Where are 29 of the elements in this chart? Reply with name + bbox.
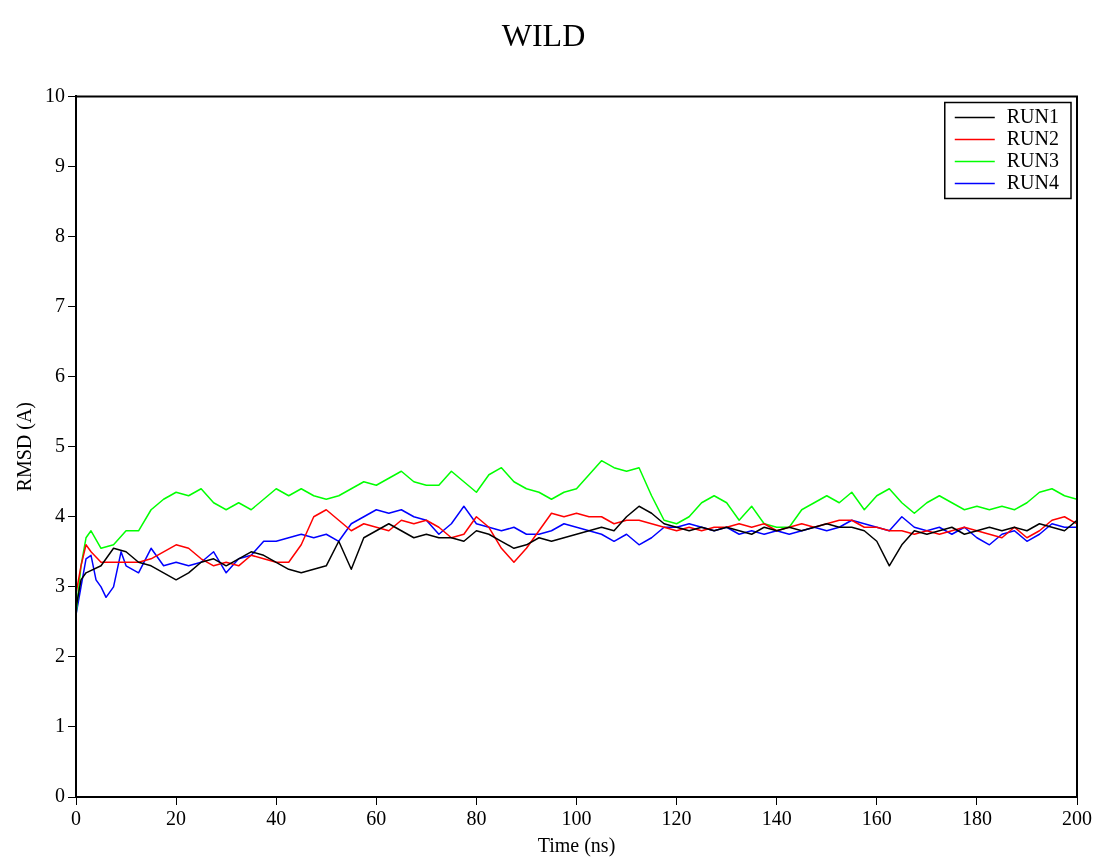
x-tick-label: 180 xyxy=(961,807,992,830)
legend-label: RUN2 xyxy=(1006,126,1060,149)
y-tick-label: 8 xyxy=(55,223,65,246)
y-tick-label: 9 xyxy=(55,153,65,176)
legend-label: RUN4 xyxy=(1006,170,1060,193)
x-tick-label: 20 xyxy=(166,807,187,830)
y-axis-title: RMSD (A) xyxy=(13,401,37,492)
y-tick-label: 0 xyxy=(55,784,65,807)
x-tick-label: 80 xyxy=(466,807,487,830)
x-tick-label: 140 xyxy=(761,807,792,830)
x-tick-label: 120 xyxy=(661,807,692,830)
legend-label: RUN1 xyxy=(1006,104,1060,127)
y-tick-label: 2 xyxy=(55,644,65,667)
x-tick-label: 160 xyxy=(861,807,892,830)
x-axis-title: Time (ns) xyxy=(537,834,616,858)
chart-title: WILD xyxy=(501,16,586,53)
x-tick-label: 0 xyxy=(71,807,81,830)
y-tick-label: 10 xyxy=(45,83,65,106)
y-tick-label: 7 xyxy=(55,293,65,316)
legend-label: RUN3 xyxy=(1006,148,1060,171)
y-tick-label: 5 xyxy=(55,433,65,456)
x-tick-label: 40 xyxy=(266,807,287,830)
y-tick-label: 4 xyxy=(55,504,65,527)
x-tick-label: 60 xyxy=(366,807,387,830)
y-tick-label: 3 xyxy=(55,574,65,597)
y-tick-label: 1 xyxy=(55,714,65,737)
x-tick-label: 100 xyxy=(561,807,592,830)
y-tick-label: 6 xyxy=(55,363,65,386)
x-tick-label: 200 xyxy=(1062,807,1092,830)
